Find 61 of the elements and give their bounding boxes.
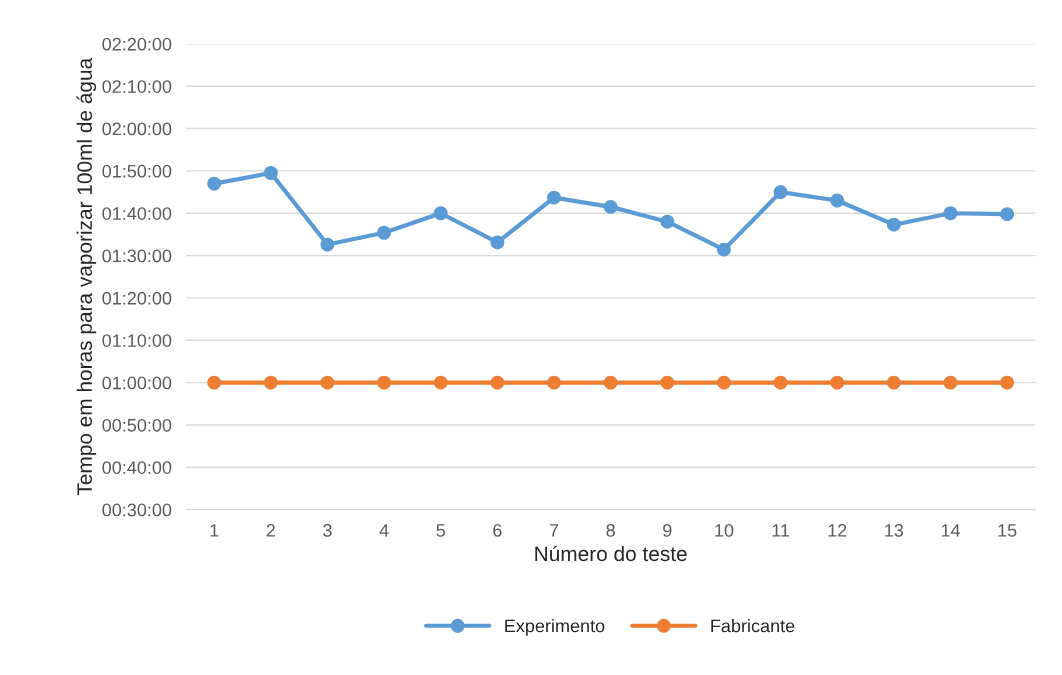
point	[377, 225, 392, 240]
point	[320, 237, 335, 252]
point	[773, 375, 788, 390]
point	[207, 375, 222, 390]
x-tick-label: 7	[549, 524, 559, 537]
point	[830, 375, 845, 390]
point	[207, 176, 222, 191]
y-tick-label: 02:10:00	[102, 80, 172, 93]
point	[603, 199, 618, 214]
point	[490, 375, 505, 390]
x-tick-label: 3	[323, 523, 332, 537]
point	[320, 375, 335, 390]
y-axis-title: Tempo em horas para vaporizar 100ml de água	[76, 57, 97, 496]
point	[716, 375, 731, 390]
x-tick-label: 15	[998, 524, 1017, 537]
y-tick-label: 00:30:00	[102, 503, 172, 517]
point	[547, 190, 561, 205]
y-tick-label: 00:50:00	[102, 418, 172, 432]
point	[773, 185, 788, 200]
point	[433, 375, 448, 390]
x-tick-label: 8	[606, 523, 615, 537]
y-tick-label: 01:30:00	[102, 249, 172, 263]
x-tick-label: 11	[772, 524, 790, 537]
point	[263, 166, 278, 180]
point	[547, 375, 561, 390]
y-tick-label: 02:20:00	[102, 37, 172, 51]
point	[1000, 207, 1015, 222]
y-tick-label: 00:40:00	[102, 461, 172, 474]
point	[490, 235, 505, 250]
y-tick-label: 01:20:00	[102, 291, 172, 305]
x-tick-label: 4	[379, 524, 389, 537]
point	[1000, 375, 1015, 390]
x-tick-label: 13	[885, 523, 904, 537]
point	[716, 242, 731, 257]
x-axis-title: Número do teste	[535, 545, 687, 562]
point	[943, 375, 958, 390]
point	[377, 375, 392, 390]
point	[263, 375, 278, 390]
x-tick-label: 1	[210, 524, 219, 537]
point	[886, 375, 901, 390]
x-tick-label: 5	[436, 524, 445, 537]
point	[433, 206, 448, 221]
x-tick-label: 14	[941, 524, 960, 537]
point	[660, 214, 675, 229]
point	[603, 375, 618, 390]
y-tick-label: 02:00:00	[102, 122, 172, 136]
x-tick-label: 2	[266, 523, 275, 537]
y-tick-label: 01:50:00	[102, 164, 172, 178]
y-tick-label: 01:10:00	[102, 334, 172, 347]
x-tick-label: 9	[663, 523, 672, 537]
legend-label: Experimento	[505, 619, 605, 636]
point	[943, 206, 958, 221]
x-tick-label: 12	[828, 523, 847, 537]
point	[886, 217, 901, 232]
x-tick-label: 6	[493, 523, 502, 537]
point	[660, 375, 675, 390]
x-tick-label: 10	[715, 523, 734, 537]
legend-label: Fabricante	[711, 619, 795, 633]
y-tick-label: 01:40:00	[102, 207, 172, 220]
point	[830, 193, 845, 208]
y-tick-label: 01:00:00	[102, 376, 172, 390]
